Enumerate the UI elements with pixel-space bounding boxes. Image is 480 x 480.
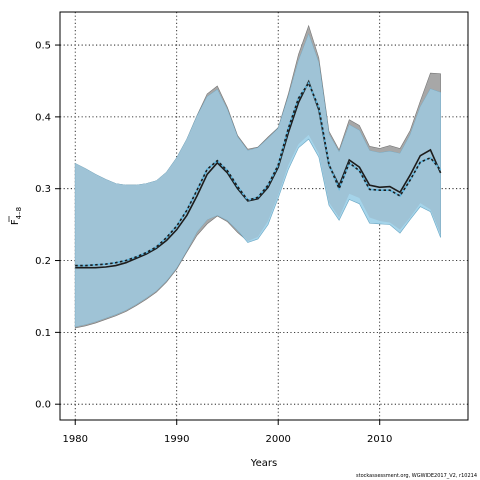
footer-credit: stockassessment.org, WGWIDE2017_V2, r102… xyxy=(356,473,477,479)
x-tick-label-2000: 2000 xyxy=(265,434,290,445)
x-tick-label-2010: 2010 xyxy=(367,434,392,445)
x-axis-title: Years xyxy=(250,458,277,469)
estimate-line-2-dashes xyxy=(75,81,442,267)
y-tick-label-3: 0.3 xyxy=(35,184,51,195)
x-tick-label-1980: 1980 xyxy=(62,434,87,445)
x-tick-label-1990: 1990 xyxy=(164,434,189,445)
x-axis: 1980 1990 2000 2010 xyxy=(62,420,392,445)
series-layer xyxy=(75,79,442,269)
band-overlap xyxy=(75,34,441,327)
band-layer xyxy=(74,24,441,329)
plot-frame xyxy=(59,11,469,421)
y-tick-label-5: 0.5 xyxy=(35,41,51,52)
y-tick-label-0: 0.0 xyxy=(35,400,51,411)
y-axis-title: F4–8 xyxy=(8,207,23,225)
svg-text:F4–8: F4–8 xyxy=(10,207,23,225)
y-axis-title-subscript: 4–8 xyxy=(15,207,23,219)
y-axis-title-main: F xyxy=(10,219,21,225)
estimate-line-1 xyxy=(75,79,442,269)
y-axis: 0.0 0.1 0.2 0.3 0.4 0.5 xyxy=(35,41,60,411)
y-tick-label-2: 0.2 xyxy=(35,256,51,267)
y-tick-label-4: 0.4 xyxy=(35,112,51,123)
y-tick-label-1: 0.1 xyxy=(35,328,51,339)
